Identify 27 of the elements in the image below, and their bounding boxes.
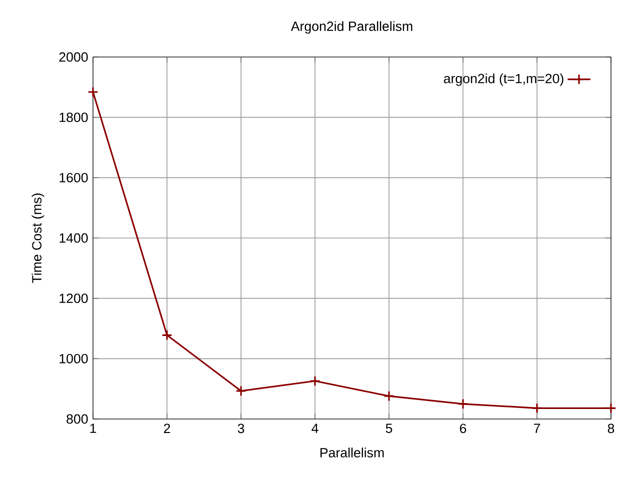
y-tick-label: 1000 xyxy=(60,354,88,364)
y-tick-label: 1200 xyxy=(60,294,88,304)
y-tick-label: 2000 xyxy=(59,52,88,62)
x-tick-label: 1 xyxy=(90,424,96,433)
point xyxy=(532,402,542,414)
x-tick-label: 7 xyxy=(534,424,540,433)
y-tick-label: 1600 xyxy=(60,172,88,182)
x-tick-label: 5 xyxy=(386,424,392,434)
point xyxy=(310,376,320,386)
y-tick-label: 1400 xyxy=(60,233,88,243)
x-tick-label: 2 xyxy=(164,424,170,434)
x-axis-title: Parallelism xyxy=(320,448,384,458)
point xyxy=(162,330,172,341)
point xyxy=(458,398,468,410)
point xyxy=(384,390,394,402)
y-axis-title: Time Cost (ms) xyxy=(32,194,44,284)
y-tick-label: 1800 xyxy=(60,112,88,122)
point xyxy=(88,86,98,98)
chart-title: Argon2id Parallelism xyxy=(290,21,412,34)
y-tick-label: 800 xyxy=(66,414,88,424)
point xyxy=(236,385,246,396)
x-tick-label: 4 xyxy=(312,424,318,433)
x-tick-label: 8 xyxy=(608,424,614,434)
point xyxy=(606,402,616,414)
legend-label: argon2id (t=1,m=20) xyxy=(444,73,564,86)
x-tick-label: 6 xyxy=(460,424,466,434)
x-tick-label: 3 xyxy=(238,424,244,434)
